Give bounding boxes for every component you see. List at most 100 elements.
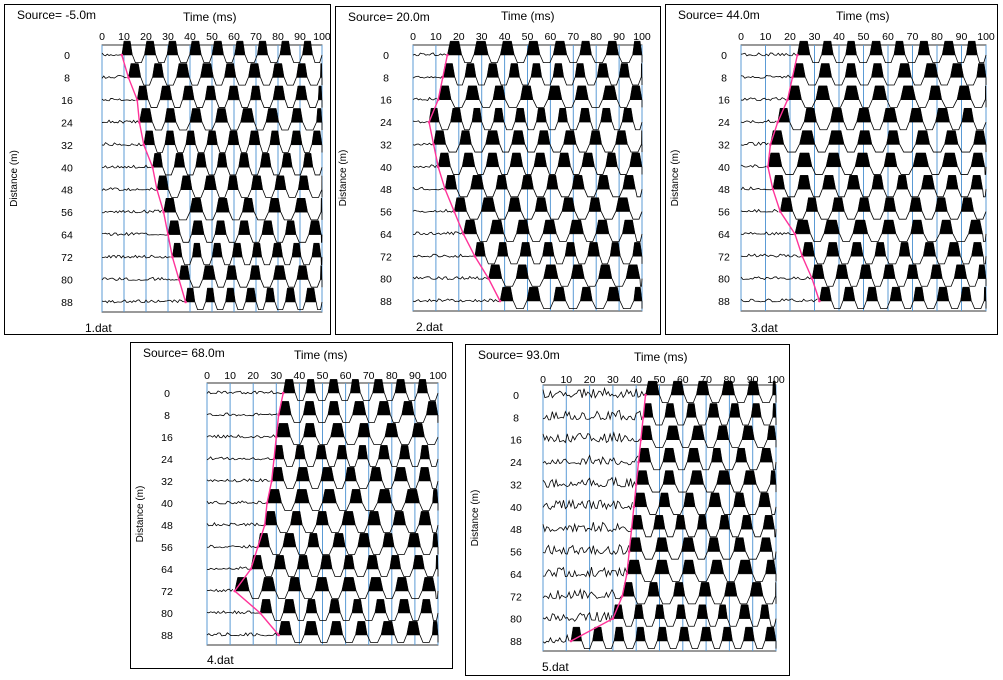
seismic-trace	[206, 445, 439, 467]
x-tick-label: 50	[317, 370, 329, 382]
y-tick-label: 40	[718, 162, 730, 174]
y-tick-label: 16	[510, 435, 522, 447]
pick-point	[569, 639, 573, 643]
x-tick-label: 60	[228, 31, 240, 43]
x-tick-label: 10	[760, 31, 772, 43]
x-tick-label: 100	[633, 31, 651, 43]
first-arrival-pick-line	[121, 54, 187, 303]
source-label: Source= 93.0m	[478, 348, 560, 362]
x-tick-label: 100	[767, 374, 785, 386]
x-tick-label: 0	[540, 374, 546, 386]
x-axis-title: Time (ms)	[501, 9, 555, 23]
x-tick-label: 60	[677, 374, 689, 386]
pick-point	[184, 300, 187, 304]
pick-point	[620, 594, 624, 598]
x-axis-title: Time (ms)	[183, 10, 237, 24]
seismic-trace	[206, 577, 439, 599]
pick-point	[498, 299, 502, 303]
x-tick-label: 70	[907, 31, 919, 43]
pick-point	[127, 76, 130, 79]
x-axis-title: Time (ms)	[294, 348, 348, 362]
x-tick-label: 20	[784, 31, 796, 43]
source-label: Source= 20.0m	[348, 10, 430, 24]
pick-point	[256, 545, 260, 549]
y-tick-label: 0	[64, 50, 70, 62]
pick-point	[641, 416, 645, 419]
x-tick-label: 10	[224, 370, 236, 382]
seismic-trace	[412, 85, 643, 108]
y-tick-label: 8	[64, 72, 70, 84]
seismogram-panel-4: Source= 68.0m 0 10 20 30 40 50 60 70 80 90 100 Time…	[130, 342, 453, 669]
x-tick-label: 80	[931, 31, 943, 43]
x-tick-label: 70	[250, 31, 262, 43]
first-arrival-pick-line	[570, 394, 647, 642]
y-tick-label: 48	[161, 520, 173, 532]
x-tick-label: 0	[410, 31, 416, 43]
seismic-trace	[542, 604, 777, 627]
y-tick-label: 48	[380, 184, 392, 196]
file-label: 1.dat	[85, 321, 112, 335]
pick-point	[766, 165, 770, 169]
seismic-trace	[740, 264, 987, 287]
pick-point	[793, 232, 797, 236]
seismic-trace	[542, 492, 777, 515]
x-tick-label: 40	[294, 370, 306, 382]
file-label: 4.dat	[207, 653, 234, 667]
seismic-trace	[101, 220, 323, 243]
pick-point	[796, 53, 799, 57]
pick-point	[800, 254, 804, 258]
seismic-trace	[206, 401, 439, 423]
seismic-trace	[101, 287, 323, 311]
y-axis-title: Distance (m)	[135, 486, 146, 543]
pick-point	[487, 277, 490, 280]
y-tick-label: 48	[718, 184, 730, 196]
y-tick-label: 56	[380, 207, 392, 219]
x-tick-label: 80	[724, 374, 736, 386]
pick-point	[120, 53, 124, 57]
pick-point	[135, 98, 139, 102]
seismic-trace	[412, 264, 643, 287]
seismic-trace	[412, 197, 643, 220]
y-axis-title: Distance (m)	[9, 150, 20, 207]
seismic-trace	[740, 242, 987, 265]
source-label: Source= 44.0m	[678, 8, 760, 22]
seismogram-panel-1: Source= -5.0m 0 10 20 30 40 50 60 70 80 90 100 Time…	[4, 4, 331, 335]
seismic-trace	[542, 380, 777, 404]
x-tick-label: 100	[313, 31, 331, 43]
seismic-trace	[412, 40, 643, 64]
seismic-trace	[101, 40, 323, 64]
file-label: 5.dat	[542, 660, 569, 674]
y-tick-label: 72	[61, 252, 73, 264]
file-label: 2.dat	[416, 320, 443, 334]
pick-point	[151, 165, 154, 169]
pick-point	[452, 210, 456, 213]
y-tick-label: 24	[380, 117, 392, 129]
y-tick-label: 0	[383, 50, 389, 62]
seismic-trace	[412, 242, 643, 265]
y-tick-label: 56	[718, 207, 730, 219]
x-tick-label: 100	[429, 370, 447, 382]
y-tick-label: 48	[510, 524, 522, 536]
pick-point	[769, 143, 772, 146]
x-tick-label: 50	[522, 31, 534, 43]
x-tick-label: 50	[654, 374, 666, 386]
y-tick-label: 40	[510, 502, 522, 514]
x-tick-label: 10	[118, 31, 130, 43]
pick-point	[778, 210, 782, 213]
y-tick-label: 8	[164, 410, 170, 422]
x-tick-label: 0	[738, 31, 744, 43]
y-tick-label: 88	[161, 630, 173, 642]
seismic-trace	[206, 489, 439, 511]
pick-point	[436, 98, 440, 102]
seismic-trace	[740, 286, 987, 310]
x-tick-label: 60	[340, 370, 352, 382]
first-arrival-pick-line	[428, 54, 501, 302]
x-tick-label: 0	[99, 31, 105, 43]
pick-point	[625, 572, 629, 576]
y-tick-label: 0	[721, 50, 727, 62]
seismic-trace	[206, 599, 439, 621]
seismogram-panel-5: Source= 93.0m 0 10 20 30 40 50 60 70 80 90 100 Time…	[465, 344, 790, 676]
